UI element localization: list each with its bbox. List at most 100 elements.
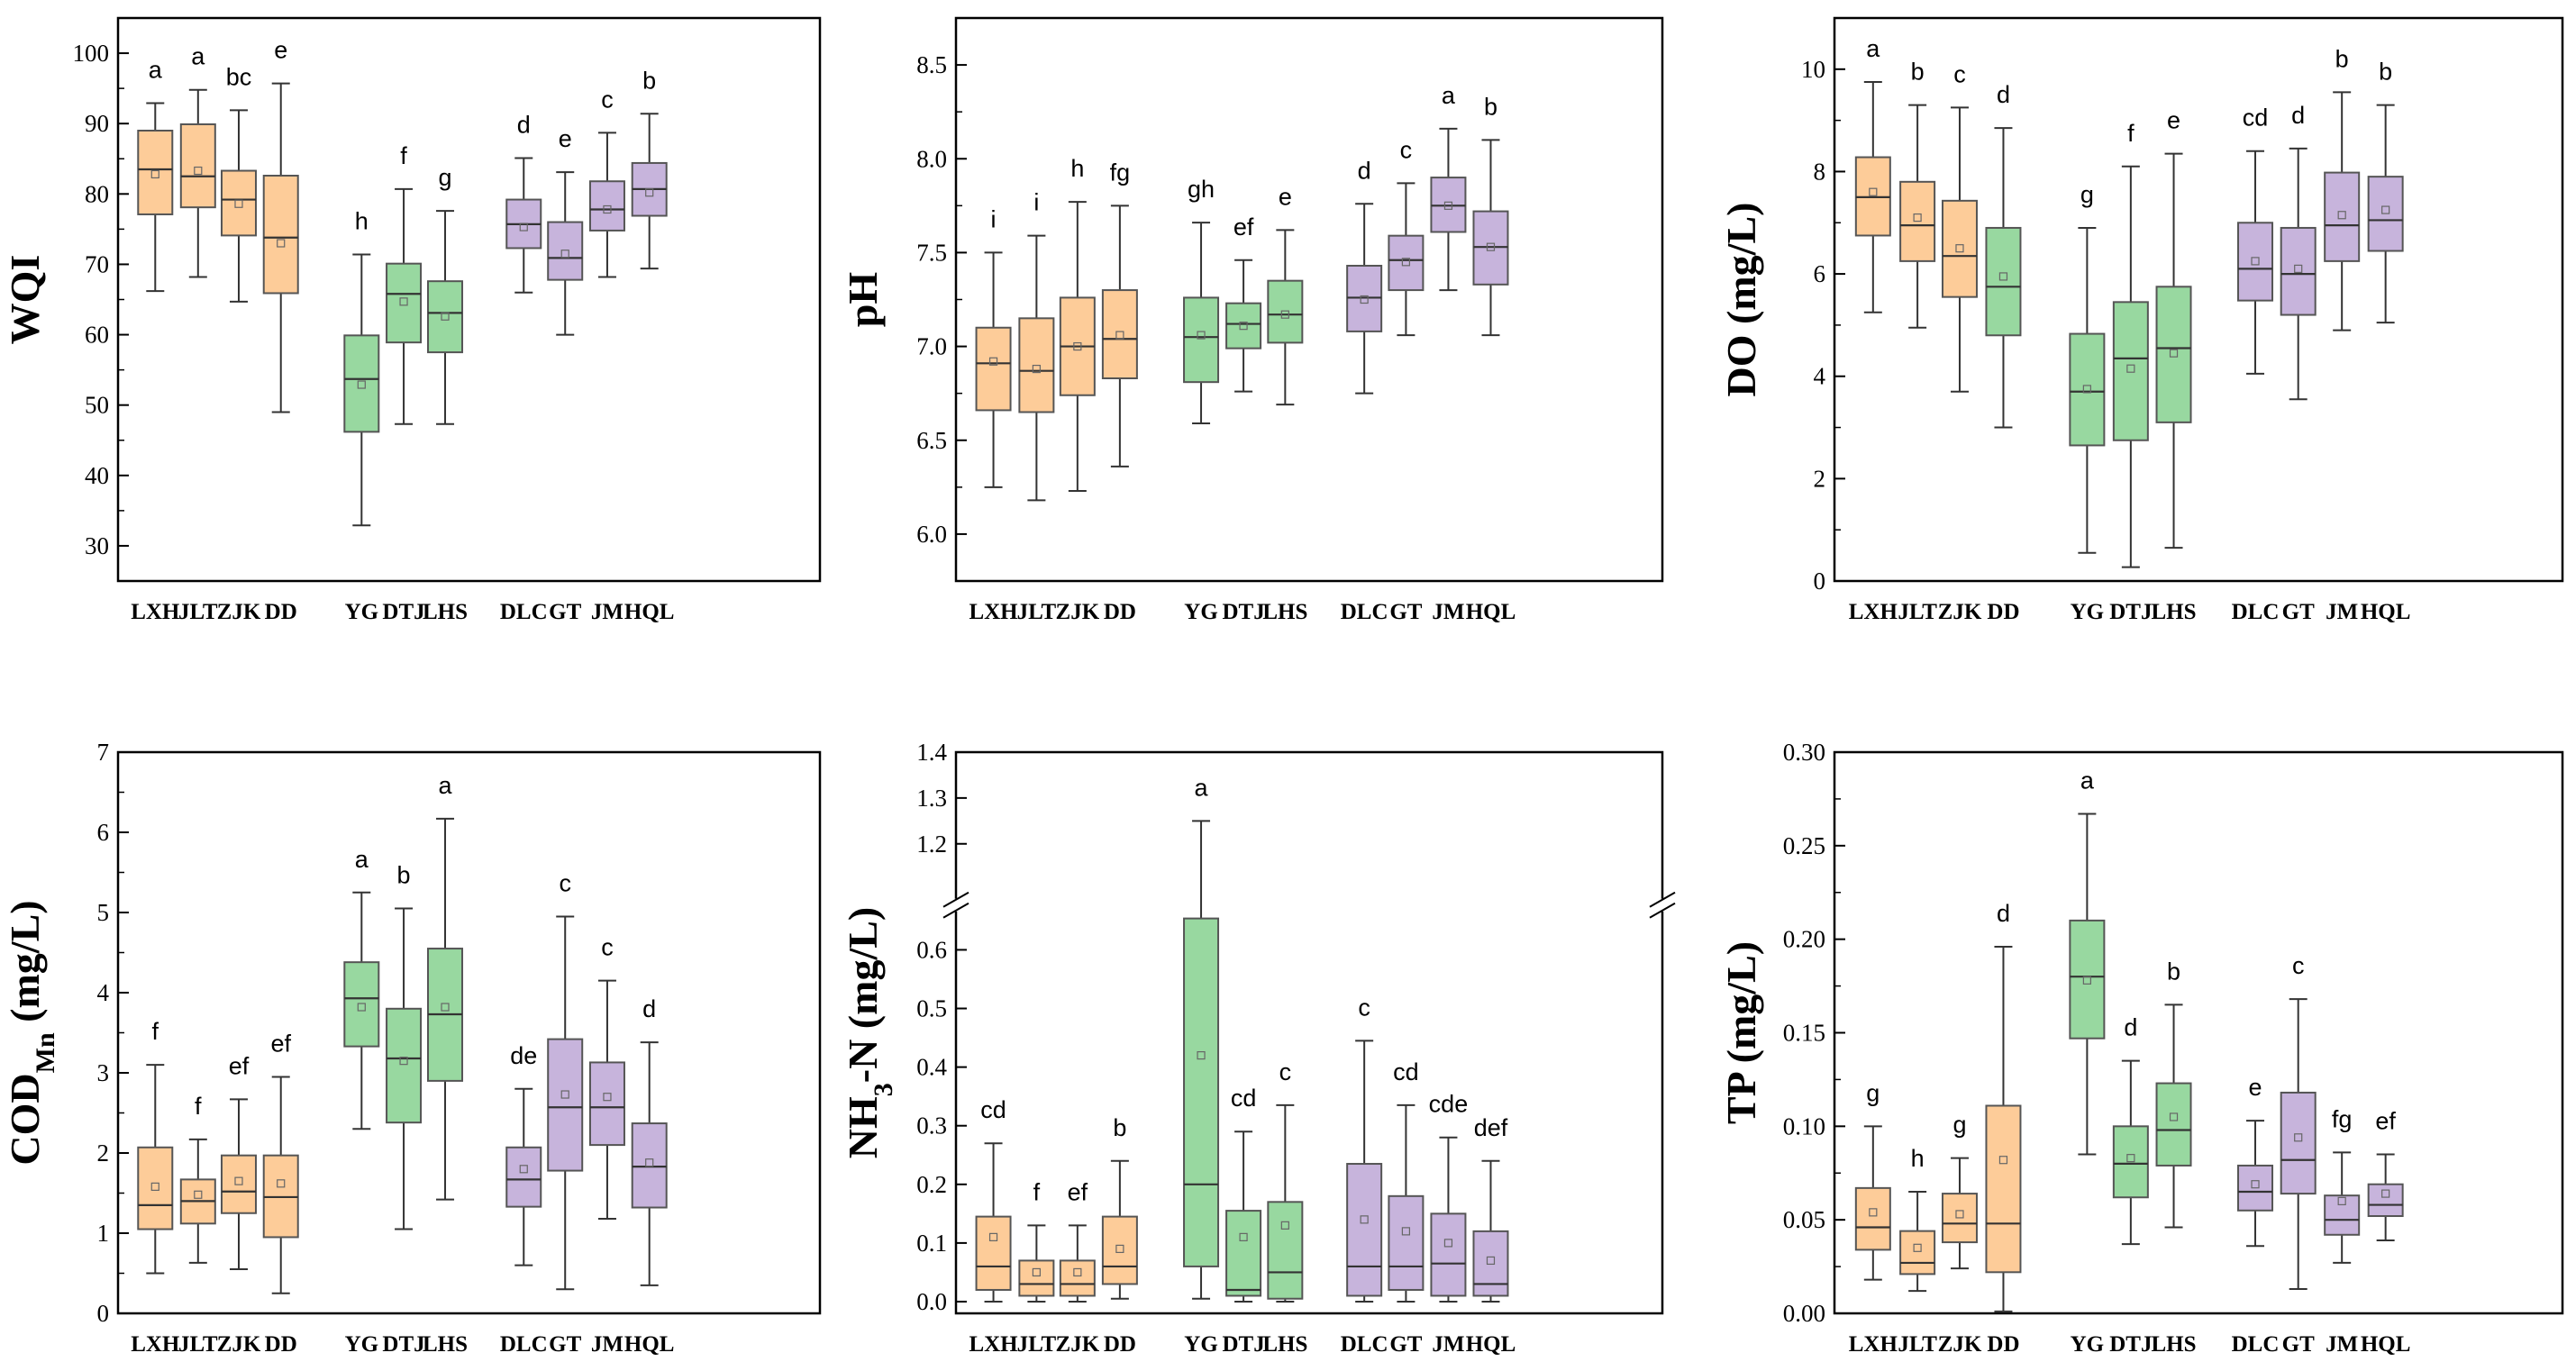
iqr-box xyxy=(588,1061,625,1147)
iqr-box xyxy=(2237,222,2274,302)
x-category-label: DTJ xyxy=(382,1332,424,1357)
significance-letter: cd xyxy=(2243,104,2269,132)
x-category-label: DLC xyxy=(1341,600,1388,624)
y-axis-title-subscript: Mn xyxy=(31,1032,60,1073)
significance-letter: i xyxy=(1033,189,1039,216)
mean-marker xyxy=(1869,1208,1878,1217)
mean-marker xyxy=(988,357,998,366)
x-category-label: JLT xyxy=(1898,600,1937,624)
box-LXH: f xyxy=(137,1018,174,1275)
mean-marker xyxy=(277,239,286,248)
mean-marker xyxy=(1998,1156,2008,1165)
iqr-box xyxy=(1388,1194,1425,1291)
significance-letter: ef xyxy=(229,1052,250,1079)
x-category-label: HQL xyxy=(2361,1332,2411,1357)
iqr-box xyxy=(1985,1104,2022,1274)
y-tick-label: 0.30 xyxy=(1783,739,1825,766)
x-category-label: LXH xyxy=(969,1332,1018,1357)
iqr-box xyxy=(2280,226,2317,316)
x-category-label: GT xyxy=(2282,1332,2315,1357)
axis-break-mark xyxy=(942,891,969,908)
box-JLT: f xyxy=(1018,1178,1055,1303)
x-category-label: YG xyxy=(345,600,379,624)
box-DLC: cd xyxy=(2237,104,2274,375)
box-YG: a xyxy=(343,846,380,1130)
mean-marker xyxy=(194,166,203,176)
iqr-box xyxy=(386,1007,423,1124)
significance-letter: h xyxy=(1070,155,1084,182)
box-LXH: a xyxy=(1854,35,1891,313)
y-tick-label: 2 xyxy=(97,1139,110,1167)
mean-marker xyxy=(2082,976,2091,985)
y-tick-label: 0.10 xyxy=(1783,1112,1825,1139)
x-category-label: DD xyxy=(1987,600,2019,624)
significance-letter: cde xyxy=(1429,1091,1469,1118)
y-tick-label: 4 xyxy=(1814,363,1826,390)
significance-letter: c xyxy=(601,934,614,961)
significance-letter: b xyxy=(1911,59,1925,86)
box-DTJ: f xyxy=(386,142,423,425)
mean-marker xyxy=(150,1182,159,1191)
y-tick-label: 80 xyxy=(85,180,109,207)
box-DLC: d xyxy=(1346,157,1383,395)
x-category-label: GT xyxy=(1389,600,1422,624)
mean-marker xyxy=(277,1179,286,1188)
iqr-box xyxy=(1346,1163,1383,1297)
y-tick-label: 6.0 xyxy=(916,521,947,548)
iqr-box xyxy=(2324,1194,2361,1236)
y-axis-title: WQI xyxy=(2,255,48,345)
mean-marker xyxy=(560,250,569,259)
x-category-label: ZJK xyxy=(1938,600,1982,624)
x-category-label: LHS xyxy=(1262,1332,1307,1357)
mean-marker xyxy=(2169,349,2179,358)
x-category-label: YG xyxy=(1184,600,1218,624)
significance-letter: e xyxy=(274,37,287,64)
x-category-label: LXH xyxy=(131,600,180,624)
significance-letter: g xyxy=(1952,1112,1966,1139)
significance-letter: a xyxy=(355,846,369,873)
significance-letter: d xyxy=(517,111,531,138)
box-JM: b xyxy=(2324,45,2361,331)
x-category-label: JM xyxy=(2326,1332,2358,1357)
iqr-box xyxy=(343,334,380,433)
significance-letter: c xyxy=(1400,136,1413,163)
iqr-box xyxy=(343,961,380,1048)
box-HQL: b xyxy=(631,67,668,270)
mean-marker xyxy=(1401,258,1411,267)
mean-marker xyxy=(441,312,450,321)
box-ZJK: ef xyxy=(220,1052,257,1271)
x-category-label: YG xyxy=(1184,1332,1218,1357)
iqr-box xyxy=(2069,919,2106,1040)
mean-marker xyxy=(2337,1196,2346,1206)
box-JLT: a xyxy=(179,43,216,278)
significance-letter: h xyxy=(1911,1145,1925,1172)
significance-letter: g xyxy=(2080,181,2094,208)
box-ZJK: bc xyxy=(220,63,257,303)
iqr-box xyxy=(547,1038,584,1172)
mean-marker xyxy=(519,222,528,232)
x-category-label: DLC xyxy=(2232,1332,2280,1357)
mean-marker xyxy=(2126,1154,2135,1163)
mean-marker xyxy=(1115,331,1124,340)
x-category-label: LHS xyxy=(423,600,468,624)
x-category-label: YG xyxy=(2071,600,2105,624)
significance-letter: d xyxy=(1997,81,2010,108)
box-LHS: e xyxy=(1267,183,1304,406)
box-JM: fg xyxy=(2324,1105,2361,1264)
box-LXH: i xyxy=(975,205,1012,488)
x-category-label: ZJK xyxy=(217,1332,261,1357)
significance-letter: b xyxy=(1484,93,1497,120)
significance-letter: a xyxy=(2080,767,2095,794)
x-category-label: GT xyxy=(549,1332,581,1357)
box-DLC: e xyxy=(2237,1074,2274,1248)
y-tick-label: 0.3 xyxy=(916,1112,947,1139)
significance-letter: c xyxy=(559,869,571,896)
axis-break-mark xyxy=(942,902,969,919)
mean-marker xyxy=(357,1003,366,1012)
iqr-box xyxy=(1854,1186,1891,1251)
iqr-box xyxy=(1388,234,1425,292)
y-axis-title: pH xyxy=(840,272,886,328)
iqr-box xyxy=(1225,1210,1262,1297)
significance-letter: d xyxy=(2291,102,2305,129)
box-HQL: def xyxy=(1472,1114,1509,1303)
